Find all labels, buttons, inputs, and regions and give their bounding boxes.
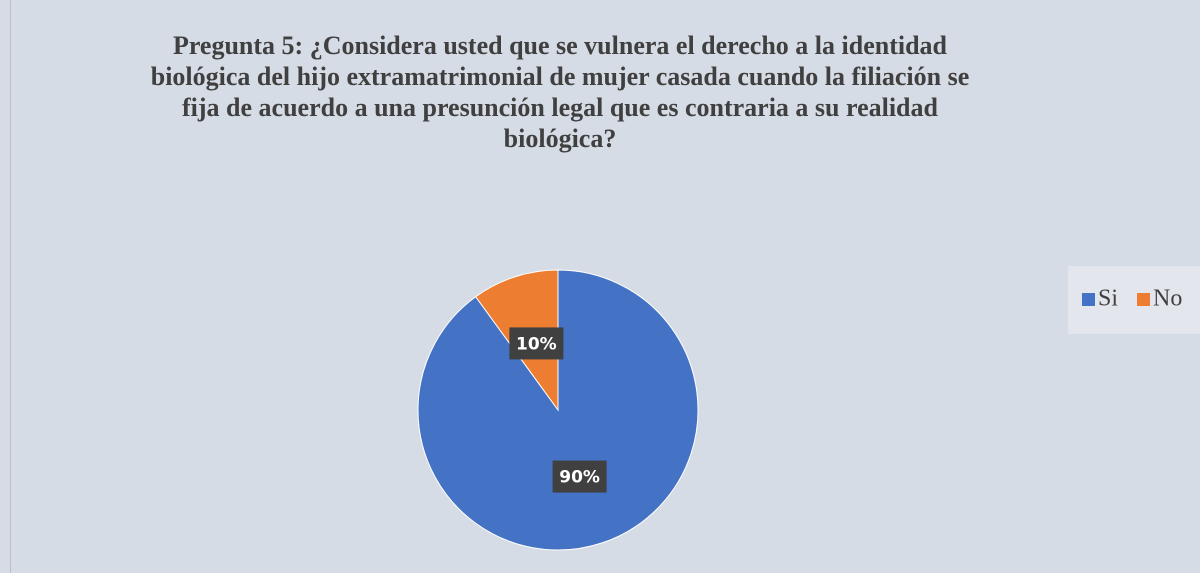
data-label: 90% — [559, 468, 600, 488]
legend-label: Si — [1098, 286, 1118, 312]
legend-swatch — [1082, 293, 1095, 306]
chart-title: Pregunta 5: ¿Considera usted que se vuln… — [150, 31, 970, 153]
legend-label: No — [1153, 286, 1182, 312]
data-label-box — [509, 327, 564, 360]
data-label: 10% — [516, 334, 557, 354]
legend-swatch — [1137, 293, 1151, 306]
data-label-box — [552, 460, 607, 493]
